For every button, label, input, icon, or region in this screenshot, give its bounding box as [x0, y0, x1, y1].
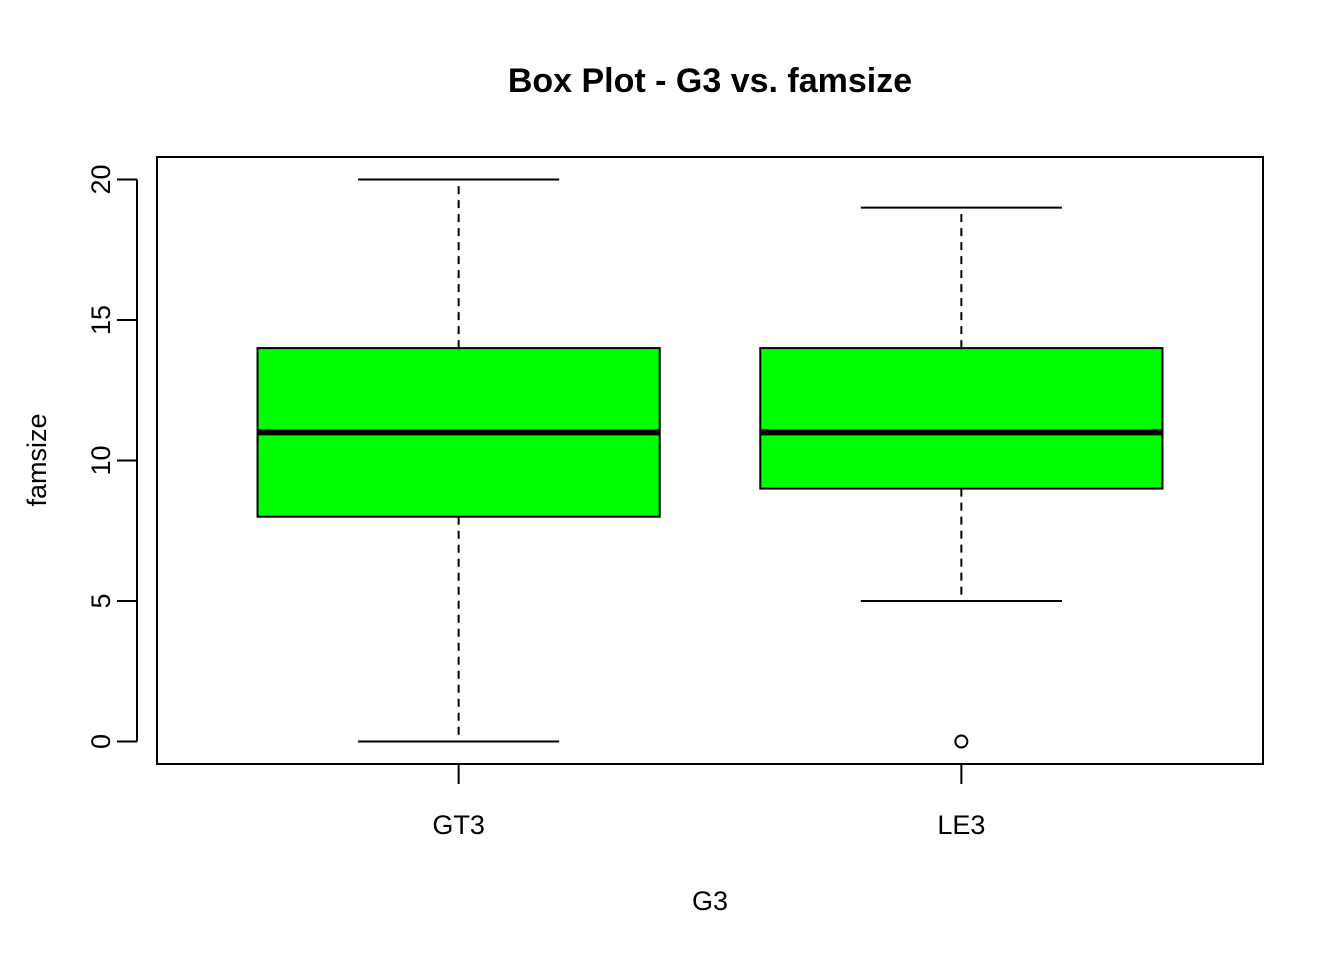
y-tick-label-4: 20	[86, 164, 116, 194]
x-tick-label-1: LE3	[937, 810, 985, 840]
y-axis-label: famsize	[22, 413, 52, 506]
boxes-group	[256, 178, 1164, 749]
y-axis: 0 5 10 15 20	[86, 164, 138, 749]
y-tick-label-1: 5	[86, 593, 116, 608]
outlier-point-0	[954, 734, 969, 749]
iqr-box	[759, 347, 1164, 490]
y-tick-label-3: 15	[86, 305, 116, 335]
box-LE3	[759, 206, 1164, 749]
chart-title: Box Plot - G3 vs. famsize	[508, 62, 912, 100]
x-axis-label: G3	[692, 886, 728, 916]
box-GT3	[256, 178, 661, 743]
plot-frame	[156, 156, 1264, 765]
x-tick-label-0: GT3	[432, 810, 485, 840]
y-tick-label-0: 0	[86, 734, 116, 749]
x-axis: GT3 LE3	[432, 764, 985, 840]
y-tick-label-2: 10	[86, 445, 116, 475]
